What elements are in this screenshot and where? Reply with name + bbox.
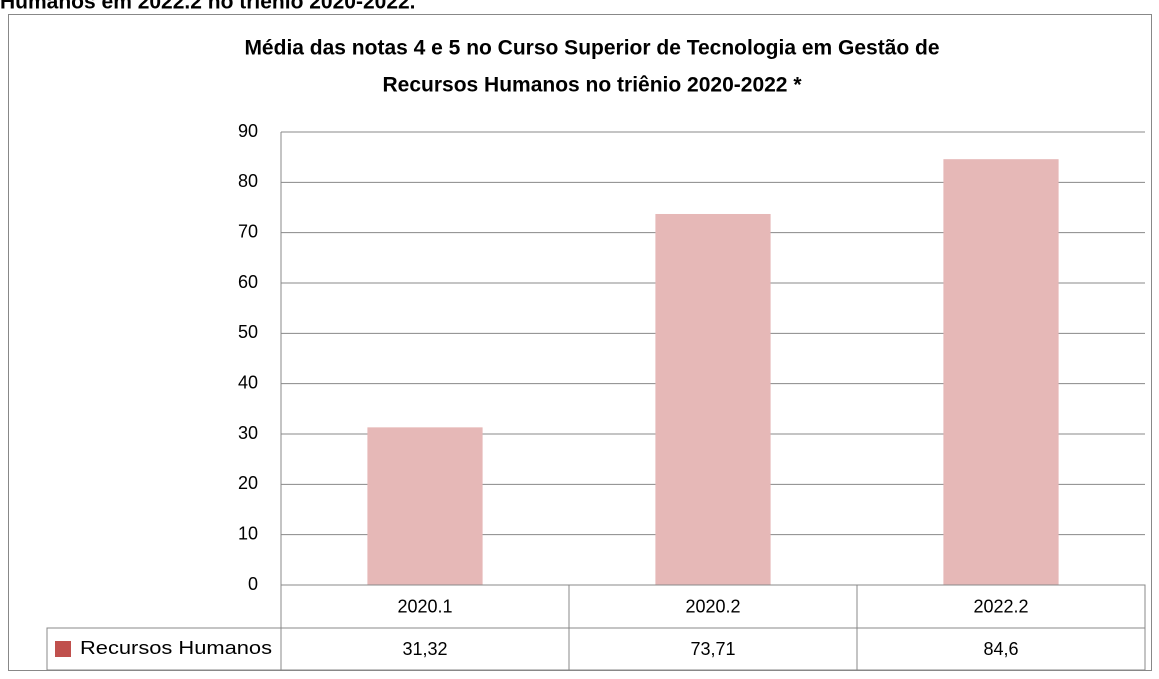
y-tick-label: 20: [238, 473, 258, 493]
x-tick-label: 2020.1: [397, 596, 452, 616]
legend-marker: [55, 641, 71, 657]
table-legend-cell: [46, 627, 282, 671]
chart-title: Média das notas 4 e 5 no Curso Superior …: [244, 37, 939, 60]
y-tick-label: 80: [238, 171, 258, 191]
bar: [367, 427, 483, 585]
y-tick-label: 70: [238, 221, 258, 241]
caption: Humanos em 2022.2 no triênio 2020-2022.: [0, 0, 416, 14]
legend-label: Recursos Humanos: [80, 638, 272, 658]
bar: [943, 159, 1059, 585]
bar: [655, 213, 771, 586]
y-tick-label: 0: [248, 574, 258, 594]
chart-title: Recursos Humanos no triênio 2020-2022 *: [383, 74, 803, 97]
y-tick-label: 30: [238, 423, 258, 443]
y-tick-label: 50: [238, 322, 258, 342]
x-tick-label: 2020.2: [685, 596, 740, 616]
data-label: 31,32: [402, 639, 447, 659]
y-tick-label: 40: [238, 372, 258, 392]
data-label: 84,6: [983, 639, 1018, 659]
y-tick-label: 60: [238, 272, 258, 292]
y-tick-label: 90: [238, 121, 258, 141]
y-tick-label: 10: [238, 523, 258, 543]
data-label: 73,71: [690, 639, 735, 659]
x-tick-label: 2022.2: [973, 596, 1028, 616]
